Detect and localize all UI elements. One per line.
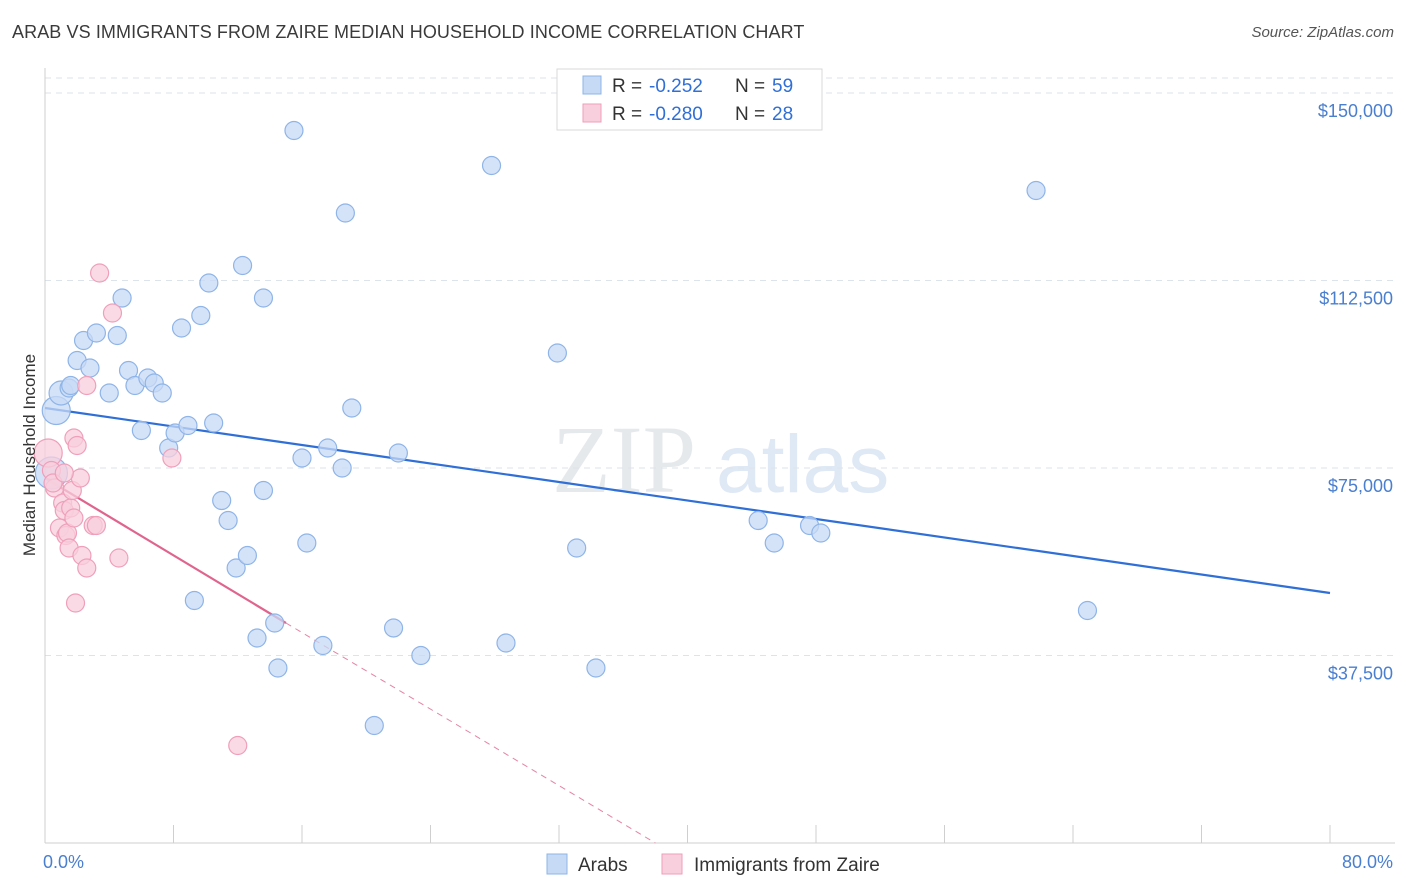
bottom-legend-label-zaire: Immigrants from Zaire	[694, 855, 880, 876]
point-zaire	[67, 435, 87, 456]
source-note: Source: ZipAtlas.com	[1251, 24, 1394, 41]
watermark-atlas: atlas	[716, 419, 889, 510]
legend-n-value-arabs: 59	[772, 76, 793, 97]
watermark-zip: ZIP	[552, 406, 696, 513]
point-arabs	[313, 635, 333, 656]
scatter-points	[33, 120, 1098, 756]
point-arabs	[218, 510, 238, 531]
point-arabs	[86, 323, 107, 343]
legend-swatch-zaire	[582, 103, 602, 123]
y-tick-label: $150,000	[1318, 101, 1393, 121]
point-arabs	[811, 523, 831, 543]
series-legend: Arabs Immigrants from Zaire	[546, 853, 880, 876]
legend-n-label-2: N =	[735, 104, 765, 125]
y-axis-label: Median Household Income	[20, 354, 39, 556]
point-arabs	[292, 448, 312, 468]
point-arabs	[247, 628, 267, 648]
point-zaire	[102, 303, 123, 323]
point-arabs	[265, 613, 285, 633]
trendline-arabs	[44, 406, 1331, 595]
trend-lines	[44, 406, 1331, 844]
point-arabs	[212, 490, 232, 511]
point-arabs	[232, 255, 253, 276]
point-arabs	[80, 358, 100, 378]
point-zaire	[90, 263, 110, 283]
point-arabs	[547, 343, 567, 363]
point-arabs	[171, 318, 192, 338]
point-zaire	[54, 463, 74, 483]
x-tick-label-max: 80.0%	[1342, 852, 1393, 872]
point-arabs	[342, 398, 362, 418]
point-arabs	[388, 443, 408, 463]
legend-n-value-zaire: 28	[772, 104, 793, 125]
trendline-zaire-extrapolated	[285, 622, 656, 844]
point-arabs	[364, 715, 384, 736]
legend-r-value-arabs: -0.252	[649, 76, 703, 97]
point-zaire	[77, 375, 97, 396]
point-arabs	[567, 538, 587, 558]
point-arabs	[184, 590, 204, 611]
point-zaire	[228, 735, 248, 756]
bottom-legend-label-arabs: Arabs	[578, 855, 628, 876]
legend-swatch-arabs	[582, 75, 602, 95]
point-arabs	[131, 420, 151, 441]
legend-r-label-2: R =	[612, 104, 642, 125]
bottom-legend-swatch-zaire	[661, 853, 683, 875]
point-arabs	[253, 480, 274, 501]
point-arabs	[99, 383, 119, 403]
x-tick-label-min: 0.0%	[43, 852, 84, 872]
point-arabs	[61, 375, 81, 396]
point-arabs	[112, 288, 132, 308]
point-arabs	[1026, 180, 1046, 201]
point-arabs	[748, 510, 768, 531]
correlation-legend: R = -0.252 N = 59 R = -0.280 N = 28	[556, 68, 823, 131]
point-zaire	[64, 508, 84, 528]
point-arabs	[383, 618, 404, 638]
point-arabs	[496, 633, 516, 653]
y-tick-label: $112,500	[1319, 289, 1393, 309]
point-arabs	[335, 203, 355, 223]
legend-r-label: R =	[612, 76, 642, 97]
chart-title: ARAB VS IMMIGRANTS FROM ZAIRE MEDIAN HOU…	[12, 22, 805, 42]
trendline-zaire	[44, 477, 287, 624]
point-zaire	[65, 593, 86, 613]
point-zaire	[77, 558, 97, 578]
point-arabs	[191, 305, 211, 326]
point-arabs	[586, 658, 606, 678]
point-arabs	[268, 658, 288, 678]
point-arabs	[332, 458, 352, 478]
grid-lines	[45, 77, 1395, 656]
point-arabs	[1077, 600, 1098, 621]
y-tick-label: $75,000	[1328, 476, 1393, 496]
point-zaire	[162, 448, 182, 468]
point-arabs	[253, 288, 274, 308]
point-arabs	[199, 273, 219, 293]
point-arabs	[481, 155, 502, 176]
point-zaire	[86, 515, 107, 536]
point-arabs	[178, 415, 198, 436]
legend-r-value-zaire: -0.280	[649, 104, 703, 125]
point-arabs	[297, 533, 317, 553]
y-tick-label: $37,500	[1328, 664, 1393, 684]
point-arabs	[411, 645, 431, 666]
legend-n-label: N =	[735, 76, 765, 97]
point-arabs	[237, 545, 257, 566]
point-zaire	[109, 548, 129, 568]
point-arabs	[152, 383, 172, 403]
point-arabs	[107, 325, 127, 346]
point-arabs	[318, 438, 338, 458]
point-arabs	[226, 558, 246, 578]
tick-labels: $37,500 $75,000 $112,500 $150,000 0.0% 80.0%	[43, 101, 1393, 872]
point-arabs	[284, 120, 304, 141]
point-zaire	[70, 468, 90, 488]
point-arabs	[204, 413, 224, 433]
point-arabs	[764, 533, 784, 553]
bottom-legend-swatch-arabs	[546, 853, 568, 875]
